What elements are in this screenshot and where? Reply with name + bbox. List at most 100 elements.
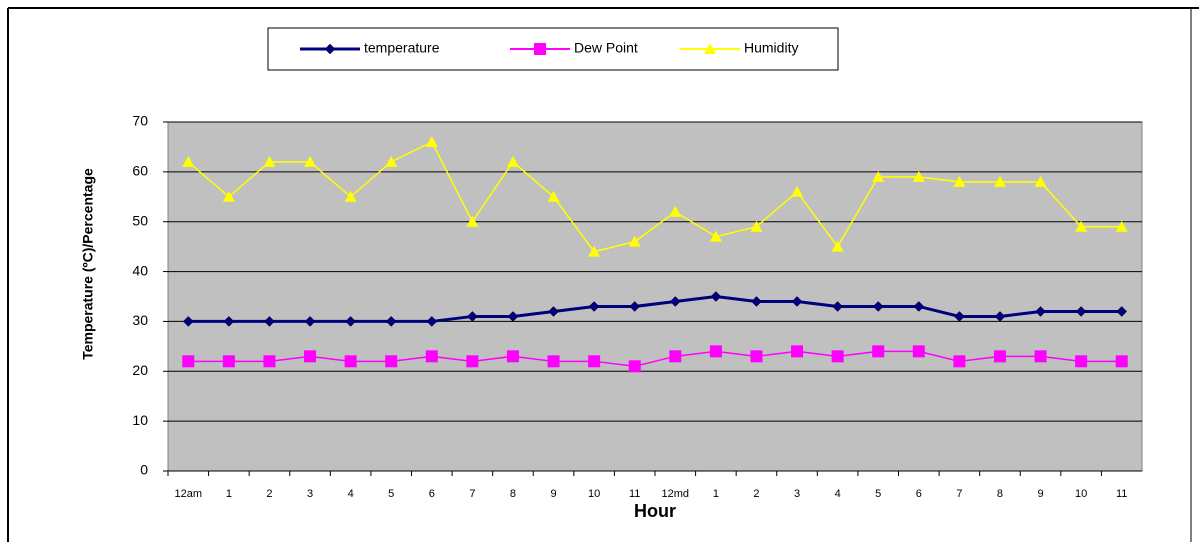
x-tick-label: 10 — [588, 488, 600, 500]
series-line — [188, 350, 1122, 368]
x-tick-label: 8 — [997, 488, 1003, 500]
data-point — [912, 170, 925, 182]
x-tick-label: 7 — [469, 488, 475, 500]
y-tick-label: 30 — [132, 312, 148, 328]
x-tick-label: 5 — [875, 488, 881, 500]
data-point — [791, 345, 804, 358]
data-point — [506, 155, 519, 167]
data-point — [547, 355, 560, 368]
data-point — [1115, 220, 1128, 232]
data-point — [344, 190, 357, 202]
legend-label: Humidity — [744, 40, 798, 56]
data-point — [1115, 355, 1128, 368]
data-point — [669, 350, 682, 363]
data-point — [993, 350, 1006, 363]
data-point — [629, 301, 641, 312]
data-point — [304, 350, 317, 363]
legend-label: Dew Point — [574, 40, 638, 56]
x-tick-label: 7 — [956, 488, 962, 500]
x-tick-label: 12md — [662, 488, 690, 500]
data-point — [750, 220, 763, 232]
data-point — [344, 355, 357, 368]
x-tick-label: 4 — [348, 488, 354, 500]
plot-area — [167, 121, 1143, 472]
x-tick-label: 8 — [510, 488, 516, 500]
data-point — [791, 185, 804, 197]
series-line — [188, 294, 1122, 323]
data-point — [993, 175, 1006, 187]
data-point — [588, 245, 601, 257]
legend-marker — [324, 43, 336, 55]
data-point — [588, 355, 601, 368]
data-point — [263, 155, 276, 167]
data-point — [791, 296, 803, 307]
data-point — [872, 345, 885, 358]
data-point — [426, 316, 438, 327]
data-point — [1034, 175, 1047, 187]
data-point — [304, 316, 316, 327]
x-tick-label: 6 — [916, 488, 922, 500]
data-point — [1034, 350, 1047, 363]
data-point — [345, 316, 356, 327]
y-tick-label: 10 — [132, 412, 148, 428]
data-point — [709, 230, 722, 242]
data-point — [872, 301, 884, 312]
y-axis-label: Temperature (ºC)/Percentage — [80, 168, 96, 360]
legend-marker — [704, 43, 716, 54]
data-point — [264, 316, 275, 327]
data-point — [669, 296, 681, 307]
x-tick-label: 4 — [835, 488, 841, 500]
data-point — [548, 306, 559, 317]
data-point — [1035, 306, 1046, 317]
data-point — [222, 355, 235, 368]
data-point — [953, 175, 966, 187]
data-point — [709, 345, 722, 358]
data-point — [425, 135, 438, 147]
x-tick-label: 11 — [629, 488, 640, 500]
data-point — [385, 355, 398, 368]
y-tick-label: 70 — [132, 113, 148, 129]
data-point — [466, 215, 479, 227]
data-point — [954, 311, 965, 322]
y-tick-label: 40 — [132, 262, 148, 278]
x-tick-label: 6 — [429, 488, 435, 500]
legend-label: temperature — [364, 40, 440, 56]
data-point — [182, 316, 194, 327]
data-point — [1075, 220, 1088, 232]
y-tick-label: 50 — [132, 212, 148, 228]
x-tick-label: 1 — [713, 488, 719, 500]
x-tick-label: 3 — [307, 488, 313, 500]
x-tick-label: 5 — [388, 488, 394, 500]
data-point — [506, 350, 519, 363]
x-tick-label: 9 — [550, 488, 556, 500]
data-point — [425, 350, 438, 363]
data-point — [223, 316, 235, 327]
data-point — [547, 190, 560, 202]
data-point — [831, 240, 844, 252]
data-point — [669, 205, 682, 217]
y-tick-label: 20 — [132, 362, 148, 378]
x-tick-label: 10 — [1075, 488, 1087, 500]
data-point — [628, 360, 641, 373]
data-point — [994, 311, 1006, 322]
y-tick-label: 60 — [132, 163, 148, 179]
data-point — [628, 235, 641, 247]
data-point — [467, 311, 478, 322]
y-tick-label: 0 — [140, 462, 148, 478]
data-point — [831, 350, 844, 363]
data-point — [182, 355, 195, 368]
x-tick-label: 2 — [753, 488, 759, 500]
data-point — [913, 301, 925, 312]
x-axis-label: Hour — [634, 501, 676, 521]
x-tick-label: 12am — [175, 488, 203, 500]
data-point — [466, 355, 479, 368]
x-tick-label: 11 — [1116, 488, 1127, 500]
data-point — [263, 355, 276, 368]
data-point — [222, 190, 235, 202]
data-point — [304, 155, 317, 167]
data-point — [507, 311, 519, 322]
data-point — [953, 355, 966, 368]
data-point — [751, 296, 762, 307]
data-point — [710, 291, 722, 302]
